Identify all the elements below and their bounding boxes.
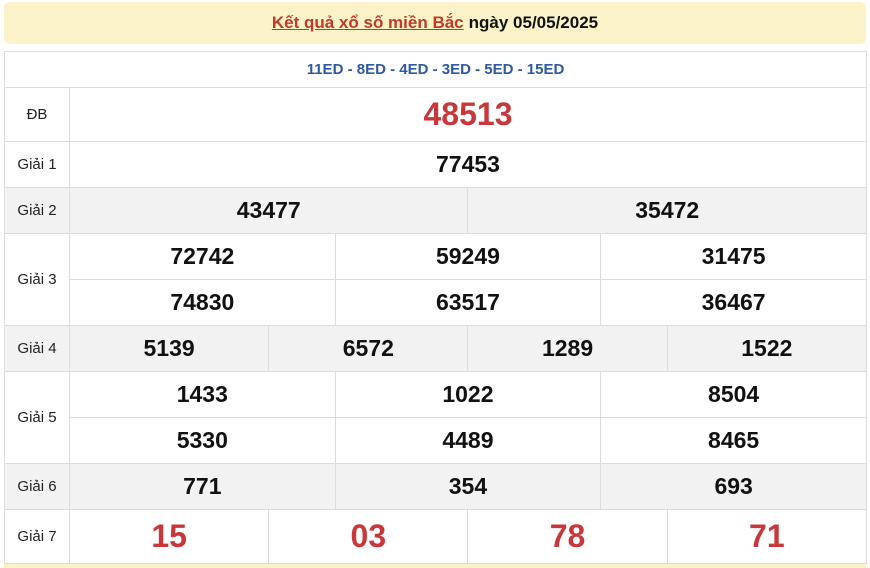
prize-row-g1: Giải 1 77453 xyxy=(4,141,867,188)
special-prize: 48513 xyxy=(69,87,867,142)
prize-number: 03 xyxy=(268,509,469,564)
lottery-codes: 11ED - 8ED - 4ED - 3ED - 5ED - 15ED xyxy=(4,51,867,88)
bottom-strip xyxy=(4,564,866,568)
prize-number: 59249 xyxy=(334,233,602,280)
prize-number: 72742 xyxy=(69,233,336,280)
prize-label: Giải 4 xyxy=(4,325,70,372)
prize-number: 36467 xyxy=(600,279,867,326)
prize-row-g5: Giải 5 1433 1022 8504 xyxy=(4,371,867,464)
prize-row-g3: Giải 3 72742 59249 31475 xyxy=(4,233,867,326)
prize-number: 4489 xyxy=(334,417,602,464)
prize-row-g6: Giải 6 771 354 693 xyxy=(4,463,867,510)
prize-number: 8504 xyxy=(600,371,867,418)
results-table: 11ED - 8ED - 4ED - 3ED - 5ED - 15ED ĐB 4… xyxy=(4,51,868,564)
prize-number: 71 xyxy=(666,509,868,564)
prize-number: 63517 xyxy=(334,279,602,326)
prize-row-g7: Giải 7 15 03 78 71 xyxy=(4,509,868,564)
prize-row-g4: Giải 4 5139 6572 1289 1522 xyxy=(4,325,868,372)
prize-number: 6572 xyxy=(268,325,469,372)
prize-number: 31475 xyxy=(600,233,867,280)
prize-number: 771 xyxy=(69,463,336,510)
prize-row-g2: Giải 2 43477 35472 xyxy=(4,187,867,234)
prize-number: 43477 xyxy=(68,187,469,234)
prize-label: Giải 2 xyxy=(4,187,70,234)
prize-label: Giải 6 xyxy=(4,463,70,510)
prize-number: 354 xyxy=(334,463,602,510)
prize-number: 35472 xyxy=(467,187,867,234)
prize-number: 8465 xyxy=(600,417,867,464)
prize-label: ĐB xyxy=(4,87,70,142)
results-date: ngày 05/05/2025 xyxy=(468,13,599,32)
prize-number: 74830 xyxy=(69,279,336,326)
prize-row-db: ĐB 48513 xyxy=(4,87,867,142)
prize-number: 78 xyxy=(467,509,668,564)
prize-number: 5139 xyxy=(68,325,270,372)
prize-number: 5330 xyxy=(69,417,336,464)
prize-number: 1022 xyxy=(334,371,602,418)
prize-label: Giải 7 xyxy=(4,509,70,564)
prize-row-g5b: 5330 4489 8465 xyxy=(5,417,867,464)
results-header: Kết quả xổ số miền Bắc ngày 05/05/2025 xyxy=(4,2,866,44)
prize-row-g3b: 74830 63517 36467 xyxy=(5,279,867,326)
prize-number: 1289 xyxy=(467,325,668,372)
prize-number: 693 xyxy=(600,463,867,510)
prize-label: Giải 5 xyxy=(4,371,70,464)
prize-number: 77453 xyxy=(69,141,867,188)
prize-number: 15 xyxy=(68,509,270,564)
prize-number: 1433 xyxy=(69,371,336,418)
prize-label: Giải 1 xyxy=(4,141,70,188)
prize-number: 1522 xyxy=(666,325,868,372)
prize-label: Giải 3 xyxy=(4,233,70,326)
results-title-link[interactable]: Kết quả xổ số miền Bắc xyxy=(271,13,464,32)
